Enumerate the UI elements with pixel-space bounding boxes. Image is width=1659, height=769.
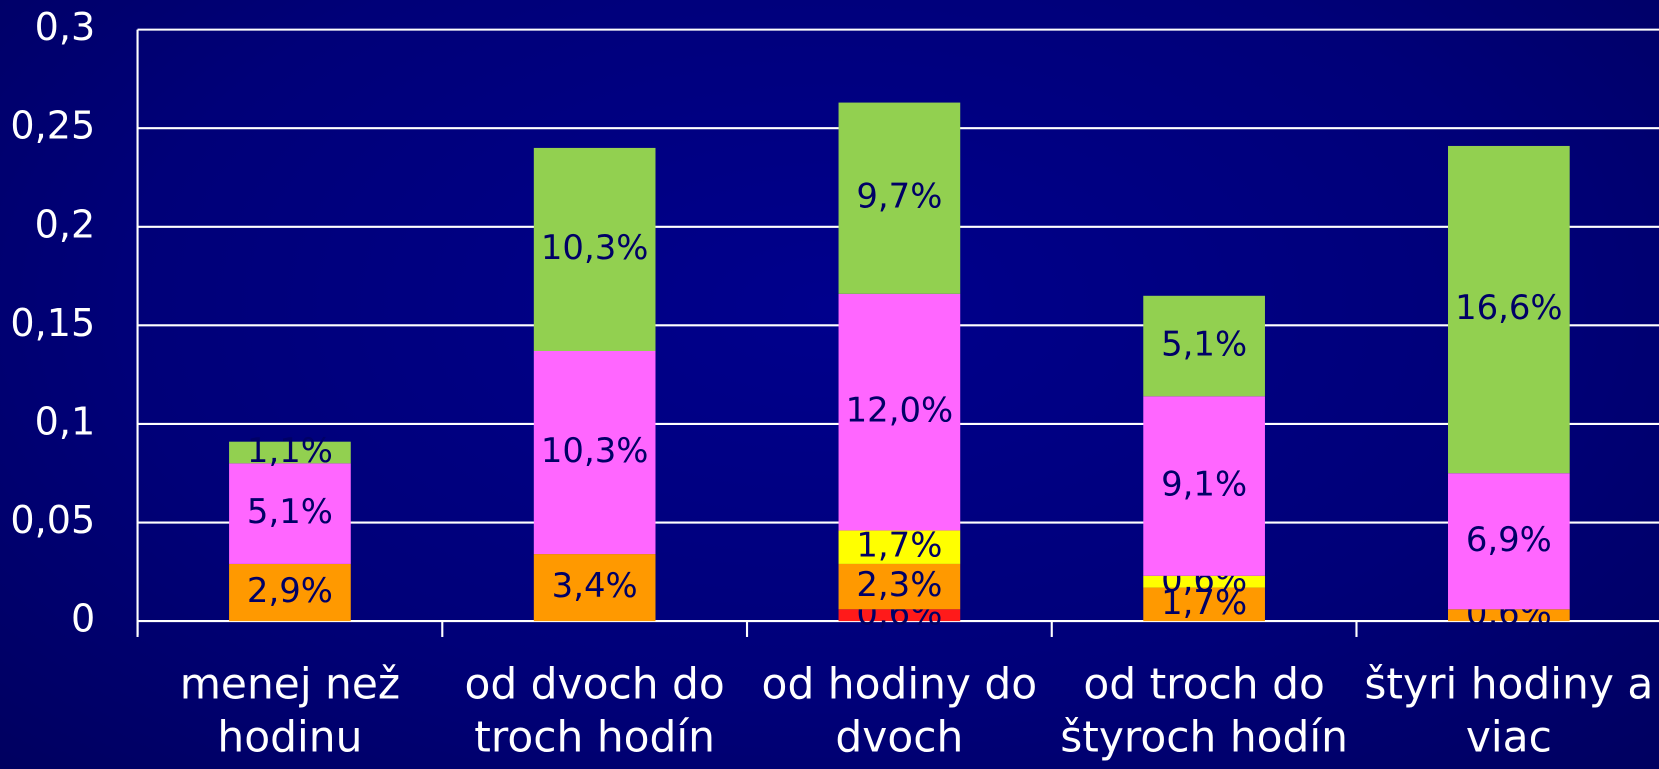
bar-segment	[1143, 587, 1265, 622]
data-label: 10,3%	[541, 431, 649, 470]
data-label: 10,3%	[541, 228, 649, 267]
bar-segment	[1448, 145, 1570, 474]
bar-segment	[1448, 473, 1570, 610]
data-label: 12,0%	[846, 391, 954, 430]
x-tick-label: štyri hodiny a viac	[1364, 660, 1654, 762]
data-label: 16,6%	[1455, 288, 1563, 327]
bar-segment	[533, 554, 656, 622]
bar-segment	[838, 609, 961, 622]
bar-segment	[533, 350, 656, 555]
data-label: 3,4%	[552, 566, 638, 605]
x-tick-label: od hodiny do dvoch	[761, 660, 1038, 762]
x-tick-label: od dvoch do troch hodín	[464, 660, 725, 762]
bar-segment	[229, 563, 351, 622]
bar-segment	[838, 293, 961, 531]
bar-segment	[1143, 295, 1265, 397]
y-tick-label: 0,25	[10, 104, 95, 148]
bar-segment	[229, 441, 351, 464]
bar-segment	[1448, 609, 1570, 622]
x-tick-label: od troch do štyroch hodín	[1060, 660, 1349, 762]
bar-segment	[533, 147, 656, 351]
data-label: 2,3%	[856, 565, 942, 604]
bar-segment	[838, 102, 961, 294]
data-label: 5,1%	[1161, 325, 1247, 364]
y-tick-label: 0,15	[10, 301, 95, 345]
data-label: 1,7%	[1161, 583, 1247, 622]
bar-segment	[1143, 396, 1265, 576]
data-label: 9,1%	[1161, 465, 1247, 504]
y-tick-label: 0,1	[35, 399, 96, 443]
y-tick-label: 0	[71, 597, 95, 641]
data-label: 1,7%	[856, 526, 942, 565]
bar-segment	[838, 530, 961, 564]
y-tick-label: 0,3	[35, 5, 96, 49]
data-label: 2,9%	[247, 571, 333, 610]
data-label: 6,9%	[1466, 520, 1552, 559]
y-tick-label: 0,05	[10, 498, 95, 542]
bar-segment	[229, 463, 351, 564]
bar-segment	[838, 563, 961, 610]
data-label: 5,1%	[247, 492, 333, 531]
data-label: 1,1%	[247, 431, 333, 470]
x-tick-label: menej než hodinu	[179, 660, 401, 762]
bar-segment	[1143, 575, 1265, 588]
data-label: 9,7%	[856, 177, 942, 216]
y-tick-label: 0,2	[35, 202, 96, 246]
